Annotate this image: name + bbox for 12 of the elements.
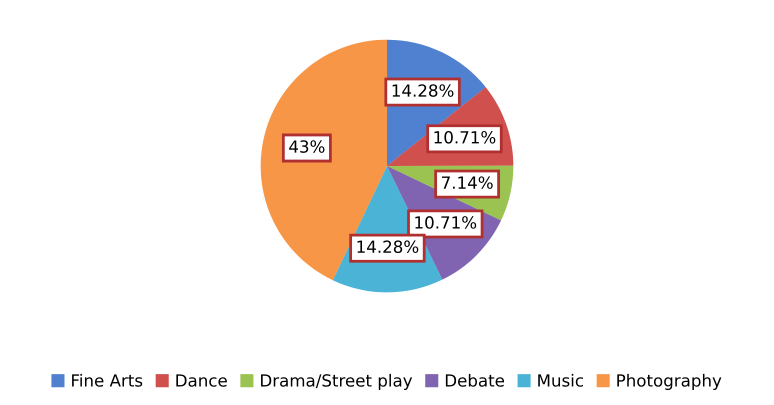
data-label: 10.71%: [434, 131, 496, 144]
legend-label: Drama/Street play: [261, 374, 412, 390]
data-label: 43%: [289, 140, 324, 153]
data-label: 7.14%: [442, 176, 493, 189]
data-label: 14.28%: [392, 84, 454, 97]
legend-label: Dance: [176, 374, 227, 387]
legend-label: Debate: [446, 374, 504, 387]
data-label: 14.28%: [357, 240, 418, 254]
legend-label: Fine Arts: [72, 374, 142, 387]
legend-label: Photography: [617, 374, 722, 390]
legend-label: Music: [538, 374, 583, 387]
data-label: 10.71%: [415, 216, 476, 229]
